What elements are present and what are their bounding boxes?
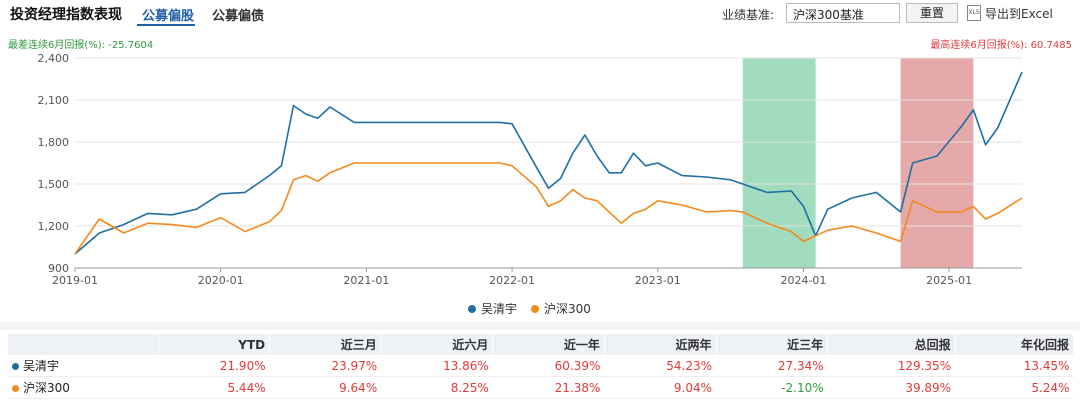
- column-header: 近三月: [269, 334, 382, 355]
- legend-marker: [531, 304, 540, 313]
- chart-grid: [75, 57, 1022, 269]
- y-tick-label: 2,100: [38, 94, 70, 107]
- series-marker: [12, 363, 19, 370]
- table-cell: 5.44%: [158, 376, 270, 399]
- y-tick-label: 1,200: [38, 220, 70, 233]
- best-period-band: [900, 58, 974, 268]
- y-tick-label: 900: [48, 262, 69, 275]
- table-cell: 54.23%: [604, 355, 717, 377]
- y-axis: 900 1,200 1,500 1,800 2,100 2,400: [38, 52, 70, 275]
- row-name: 吴清宇: [23, 359, 60, 373]
- legend-label: 沪深300: [544, 302, 591, 316]
- section-divider: [0, 322, 1080, 330]
- column-header: 年化回报: [955, 334, 1075, 355]
- x-tick-label: 2019-01: [52, 274, 98, 287]
- table-cell: 8.25%: [381, 376, 493, 399]
- y-tick-label: 2,400: [38, 52, 70, 65]
- table-cell: 9.04%: [604, 376, 717, 399]
- table-cell: 23.97%: [269, 355, 382, 377]
- row-name: 沪深300: [23, 381, 70, 395]
- series-marker: [12, 385, 19, 392]
- table-cell: 21.38%: [492, 376, 605, 399]
- table-cell: 39.89%: [827, 376, 956, 399]
- column-header: YTD: [158, 334, 271, 355]
- table-cell: 27.34%: [716, 355, 828, 377]
- benchmark-series-line: [74, 162, 1023, 255]
- benchmark-label: 业绩基准:: [722, 8, 775, 22]
- table-cell: 9.64%: [269, 376, 382, 399]
- column-header: 近三年: [716, 334, 829, 355]
- x-tick-label: 2025-01: [926, 274, 972, 287]
- x-axis: 2019-01 2020-01 2021-01 2022-01 2023-01 2024-…: [52, 267, 1022, 287]
- x-tick-label: 2024-01: [780, 274, 826, 287]
- table-cell: 13.86%: [381, 355, 493, 377]
- page-title: 投资经理指数表现: [10, 7, 122, 23]
- x-tick-label: 2021-01: [343, 274, 389, 287]
- column-header: 近两年: [604, 334, 717, 355]
- column-header: 近六月: [381, 334, 494, 355]
- y-tick-label: 1,800: [38, 136, 70, 149]
- table-row: 吴清宇 21.90% 23.97% 13.86% 60.39% 54.23% 2…: [8, 355, 1074, 377]
- table-cell: -2.10%: [716, 376, 828, 399]
- table-cell: 129.35%: [827, 355, 956, 377]
- manager-series-line: [74, 71, 1023, 255]
- row-name-cell: 沪深300: [8, 376, 158, 399]
- active-tab-indicator: [137, 24, 195, 26]
- column-header: 近一年: [492, 334, 605, 355]
- benchmark-select[interactable]: 沪深300基准: [786, 3, 900, 23]
- table-cell: 60.39%: [492, 355, 605, 377]
- y-tick-label: 1,500: [38, 178, 70, 191]
- excel-icon[interactable]: XLS: [967, 5, 981, 21]
- chart-legend: 吴清宇 沪深300: [468, 300, 591, 317]
- x-tick-label: 2023-01: [635, 274, 681, 287]
- column-header: [8, 334, 159, 355]
- series-lines: [74, 71, 1023, 255]
- table-cell: 13.45%: [955, 355, 1074, 377]
- legend-item-benchmark[interactable]: 沪深300: [531, 300, 591, 317]
- x-tick-label: 2020-01: [198, 274, 244, 287]
- tab-bond-funds[interactable]: 公募偏债: [212, 9, 265, 24]
- legend-item-manager[interactable]: 吴清宇: [468, 300, 517, 317]
- export-excel-button[interactable]: 导出到Excel: [985, 7, 1053, 21]
- best-6m-return-note: 最高连续6月回报(%): 60.7485: [930, 40, 1072, 51]
- reset-button[interactable]: 重置: [906, 3, 958, 23]
- legend-marker: [468, 304, 476, 313]
- performance-chart: 900 1,200 1,500 1,800 2,100 2,400 2019-01 2020…: [38, 52, 1023, 287]
- tab-equity-funds[interactable]: 公募偏股: [142, 9, 195, 24]
- worst-period-band: [742, 58, 816, 268]
- legend-label: 吴清宇: [481, 302, 518, 316]
- column-header: 总回报: [827, 334, 956, 355]
- highlight-bands: [742, 58, 974, 268]
- top-bar: 投资经理指数表现 公募偏股 公募偏债 业绩基准: 沪深300基准 重置 XLS …: [0, 0, 1080, 28]
- table-cell: 21.90%: [158, 355, 270, 377]
- table-header-row: YTD 近三月 近六月 近一年 近两年 近三年 总回报 年化回报: [8, 334, 1075, 355]
- x-tick-label: 2022-01: [489, 274, 535, 287]
- table-cell: 5.24%: [955, 376, 1074, 399]
- worst-6m-return-note: 最差连续6月回报(%): -25.7604: [8, 40, 154, 51]
- row-name-cell: 吴清宇: [8, 355, 158, 377]
- table-row: 沪深300 5.44% 9.64% 8.25% 21.38% 9.04% -2.…: [8, 376, 1074, 399]
- returns-table: YTD 近三月 近六月 近一年 近两年 近三年 总回报 年化回报 吴清宇 21.…: [8, 334, 1075, 399]
